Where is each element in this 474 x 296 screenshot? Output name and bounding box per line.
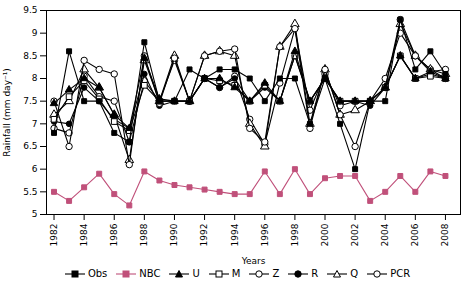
svg-text:Rainfall (mm day⁻¹): Rainfall (mm day⁻¹)	[2, 68, 12, 157]
html-text:U: U	[192, 268, 200, 279]
svg-text:2000: 2000	[320, 223, 330, 246]
html-text:NBC: NBC	[139, 268, 161, 279]
svg-text:1988: 1988	[139, 223, 149, 246]
svg-text:8: 8	[32, 73, 38, 83]
html-text:M: M	[231, 268, 241, 279]
svg-text:2008: 2008	[440, 223, 450, 246]
html-text:Z: Z	[272, 268, 280, 279]
svg-text:1990: 1990	[169, 223, 179, 246]
svg-text:2006: 2006	[410, 223, 420, 246]
html-text:R: R	[311, 268, 319, 279]
svg-text:2002: 2002	[350, 224, 360, 247]
svg-text:2004: 2004	[380, 223, 390, 246]
html-text:PCR: PCR	[390, 268, 411, 279]
svg-text:1996: 1996	[260, 223, 270, 246]
svg-text:7: 7	[32, 119, 38, 129]
html-text:Q: Q	[350, 268, 359, 279]
svg-text:5: 5	[32, 209, 38, 219]
svg-text:Years: Years	[241, 256, 266, 266]
svg-text:1984: 1984	[79, 223, 89, 246]
svg-text:1992: 1992	[199, 224, 209, 247]
svg-text:1986: 1986	[109, 223, 119, 246]
svg-text:1982: 1982	[49, 224, 59, 247]
svg-text:5.5: 5.5	[23, 187, 37, 197]
html-text:Obs: Obs	[87, 268, 108, 279]
svg-text:9: 9	[32, 28, 38, 38]
svg-text:1994: 1994	[230, 223, 240, 246]
svg-text:8.5: 8.5	[23, 51, 37, 61]
svg-text:9.5: 9.5	[23, 5, 37, 15]
svg-text:1998: 1998	[290, 223, 300, 246]
svg-text:6: 6	[32, 164, 38, 174]
svg-text:6.5: 6.5	[23, 141, 37, 151]
svg-text:7.5: 7.5	[23, 96, 37, 106]
